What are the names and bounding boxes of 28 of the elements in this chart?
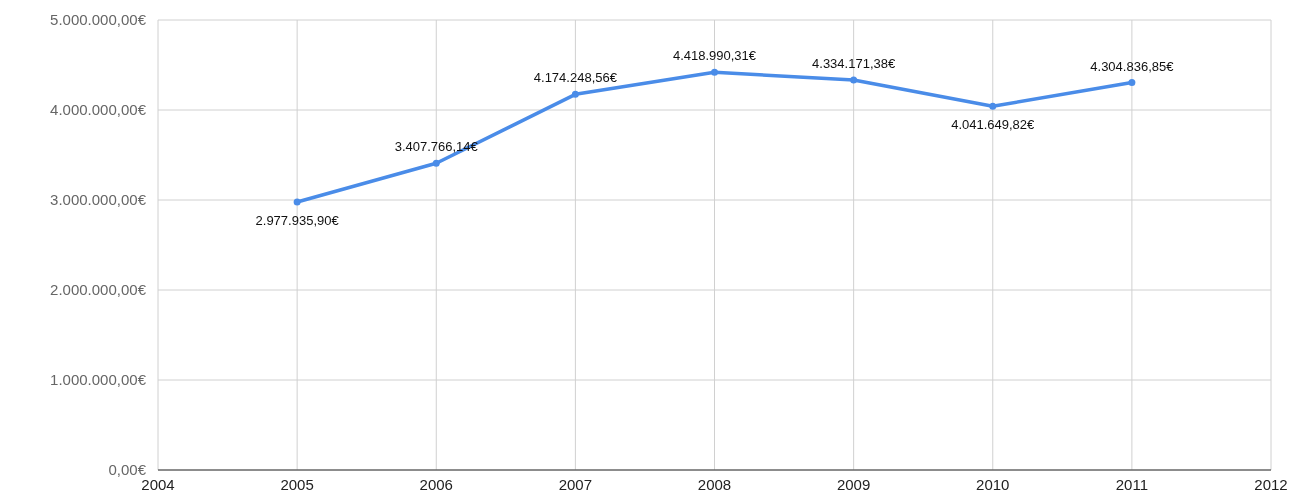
point [989, 102, 997, 110]
data-label: 4.334.171,38€ [812, 55, 896, 71]
y-tick-label: 4.000.000,00€ [50, 101, 147, 119]
y-tick-label: 1.000.000,00€ [50, 371, 147, 389]
point [1128, 79, 1136, 87]
x-tick-label: 2011 [1115, 476, 1149, 493]
data-label: 4.041.649,82€ [951, 117, 1036, 133]
x-tick-label: 2006 [419, 476, 453, 493]
data-label: 4.418.990,31€ [672, 48, 757, 64]
data-label: 4.174.248,56€ [533, 70, 618, 86]
point [850, 76, 858, 84]
x-tick-label: 2005 [280, 476, 314, 493]
x-tick-label: 2008 [697, 476, 732, 493]
x-tick-label: 2012 [1254, 476, 1288, 493]
point [293, 198, 301, 206]
y-tick-label: 2.000.000,00€ [50, 281, 147, 299]
x-tick-label: 2004 [141, 476, 175, 493]
x-tick-label: 2010 [976, 476, 1010, 493]
point [711, 68, 718, 76]
point [432, 159, 440, 167]
y-tick-label: 3.000.000,00€ [50, 191, 147, 209]
x-tick-label: 2007 [558, 476, 593, 493]
y-tick-label: 0,00€ [108, 461, 147, 479]
y-tick-label: 5.000.000,00€ [50, 11, 147, 29]
x-tick-label: 2009 [836, 476, 871, 493]
data-label: 4.304.836,85€ [1090, 58, 1175, 74]
data-label: 2.977.935,90€ [255, 212, 340, 228]
point [571, 90, 579, 98]
